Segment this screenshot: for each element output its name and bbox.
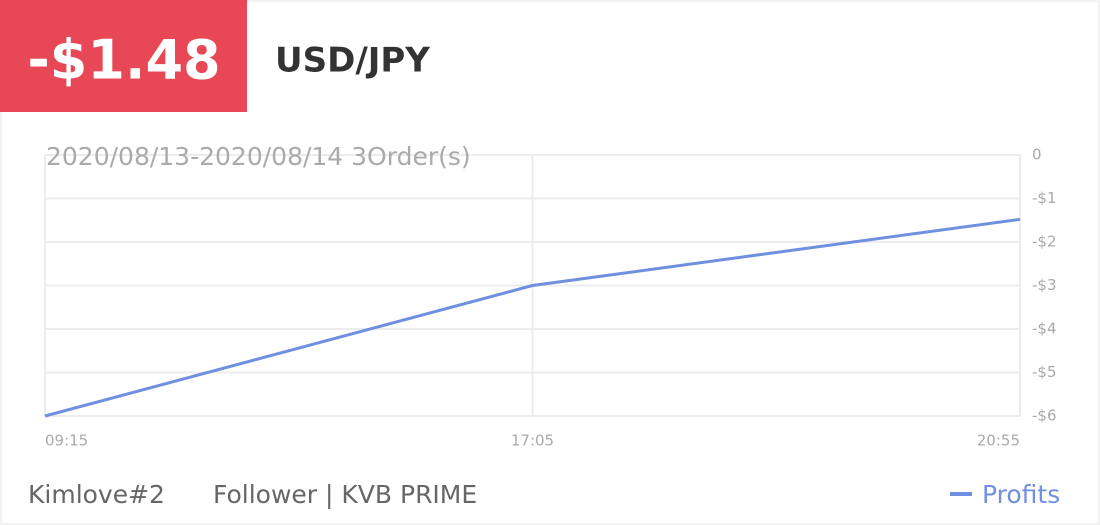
detail: Follower | KVB PRIME: [213, 480, 477, 509]
y-tick-label: -$3: [1032, 276, 1057, 294]
y-tick-label: 0: [1032, 146, 1042, 164]
y-tick-label: -$2: [1032, 233, 1057, 251]
x-tick-label: 20:55: [977, 432, 1020, 450]
pair: USD/JPY: [275, 41, 430, 81]
y-tick-label: -$5: [1032, 363, 1057, 381]
y-tick-label: -$1: [1032, 189, 1057, 207]
profit-line: [44, 217, 1021, 418]
account: Kimlove#2: [28, 480, 165, 509]
x-tick-label: 17:05: [511, 432, 554, 450]
y-tick-label: -$4: [1032, 320, 1057, 338]
y-tick-label: -$6: [1032, 407, 1057, 425]
legend-label: Profits: [982, 480, 1060, 509]
x-tick-label: 09:15: [45, 432, 88, 450]
profit-badge: -$1.48: [27, 29, 220, 92]
badge: [0, 0, 247, 112]
subtitle: 2020/08/13-2020/08/14 3Order(s): [46, 142, 471, 171]
